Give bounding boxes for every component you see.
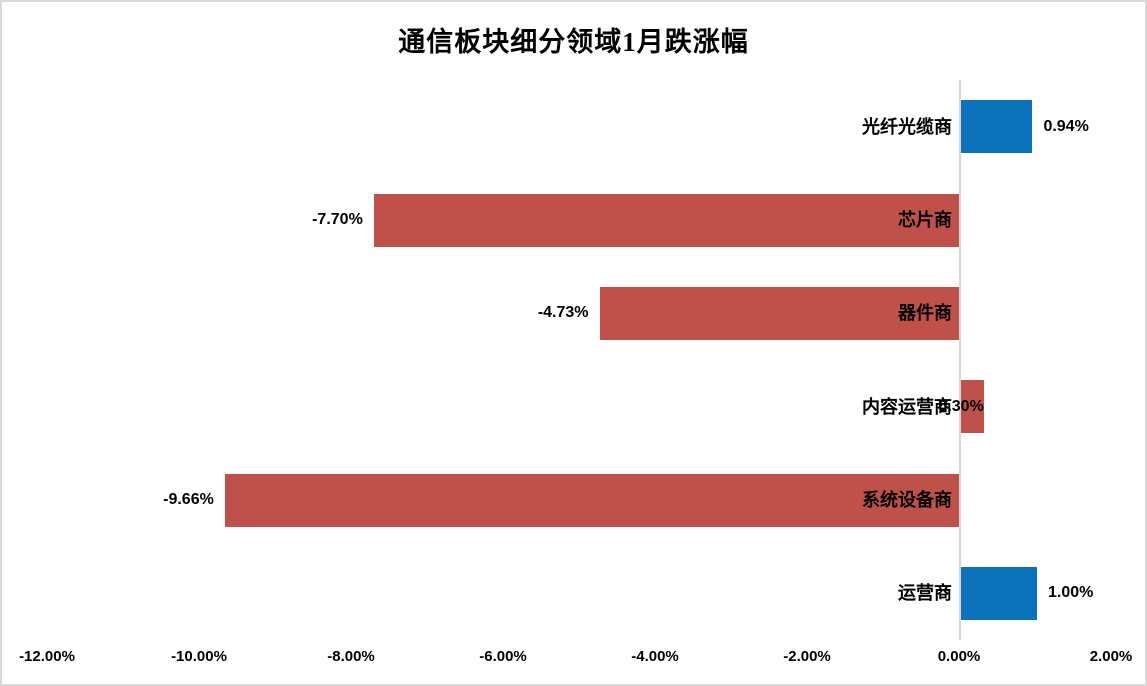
x-axis-tick-label: 0.00% [937, 648, 981, 665]
x-axis-tick-label: -10.00% [171, 648, 227, 665]
value-label: 0.30% [938, 397, 984, 415]
category-label: 系统设备商 [862, 490, 952, 510]
x-axis-tick-label: -4.00% [631, 648, 679, 665]
value-label: 0.94% [1043, 117, 1089, 135]
category-label: 光纤光缆商 [862, 116, 952, 137]
x-axis-tick-label: 2.00% [1089, 648, 1133, 665]
category-label: 器件商 [898, 303, 952, 324]
bar [599, 286, 959, 340]
value-label: -7.70% [312, 211, 363, 228]
bar [961, 100, 1033, 154]
chart-title: 通信板块细分领域1月跌涨幅 [398, 27, 749, 57]
x-axis-tick-label: -8.00% [327, 648, 375, 665]
category-label: 运营商 [898, 583, 952, 604]
bar [961, 380, 984, 434]
x-axis-tick-label: -12.00% [19, 648, 75, 665]
zero-axis-line [959, 80, 961, 640]
bar [224, 473, 959, 527]
x-axis-tick-label: -2.00% [783, 648, 831, 665]
category-label: 芯片商 [898, 210, 952, 230]
category-label: 内容运营商 [862, 396, 952, 417]
value-label: -9.66% [163, 491, 214, 508]
x-axis-tick-label: -6.00% [479, 648, 527, 665]
bar [373, 193, 959, 247]
bar [961, 566, 1037, 620]
value-label: -4.73% [537, 304, 589, 322]
value-label: 1.00% [1048, 584, 1094, 602]
